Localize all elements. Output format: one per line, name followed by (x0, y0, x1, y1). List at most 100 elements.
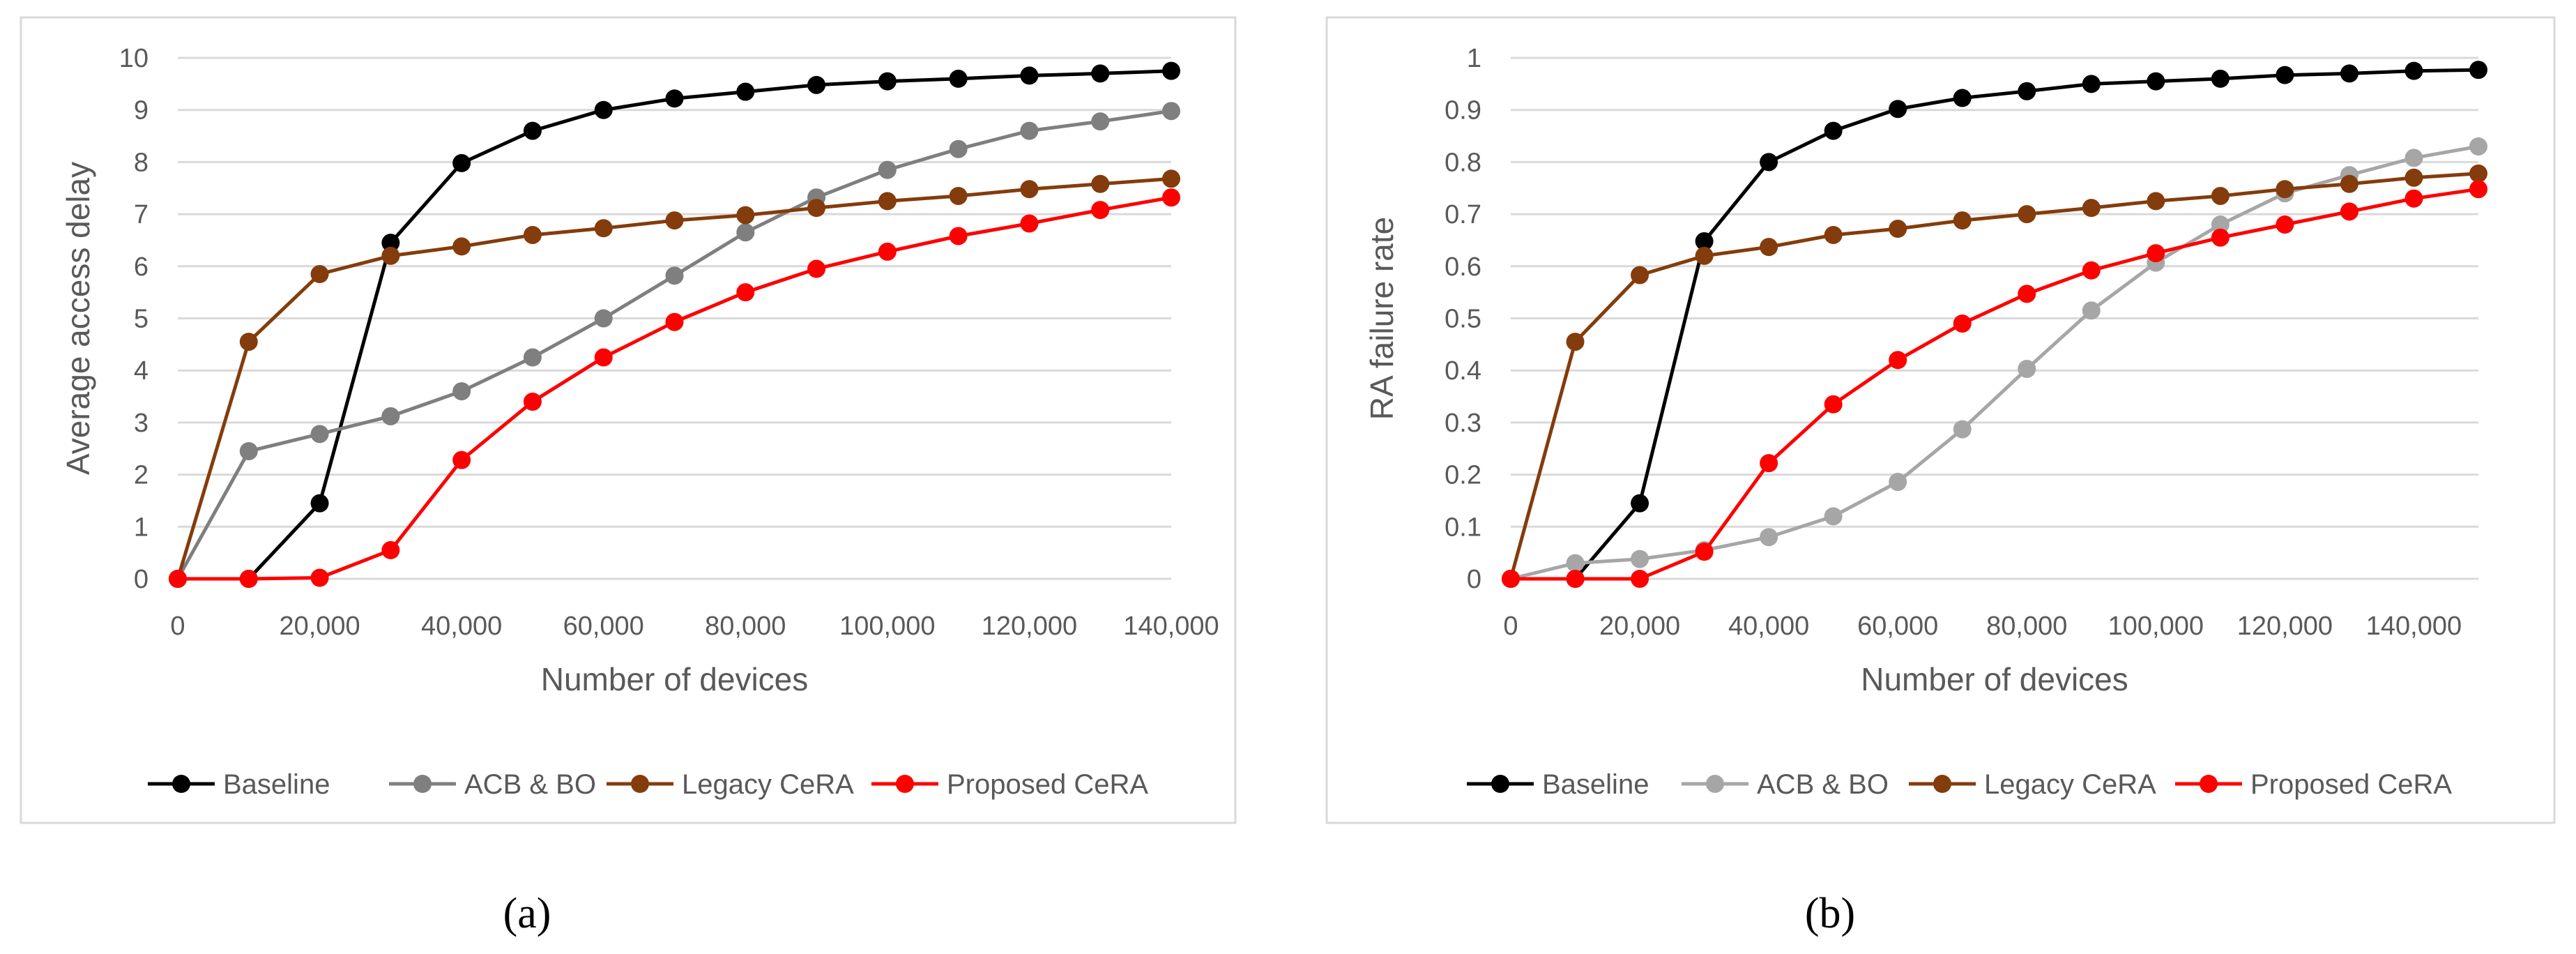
data-point (2404, 168, 2423, 187)
x-tick-label: 80,000 (705, 612, 786, 641)
x-tick-label: 60,000 (1857, 612, 1938, 641)
x-axis-title: Number of devices (1861, 661, 2128, 697)
data-point (1020, 214, 1039, 233)
y-tick-label: 0.6 (1445, 252, 1481, 282)
y-tick-label: 3 (134, 409, 148, 438)
legend-label: ACB & BO (464, 769, 596, 800)
x-tick-label: 80,000 (1986, 612, 2067, 641)
data-point (2404, 189, 2423, 208)
panel-label: (a) (503, 890, 551, 937)
data-point (381, 407, 400, 425)
data-point (523, 225, 542, 244)
data-point (310, 494, 329, 513)
data-point (2276, 180, 2294, 199)
data-point (594, 219, 613, 238)
data-point (1760, 153, 1778, 172)
data-point (2404, 149, 2423, 167)
x-tick-label: 120,000 (982, 612, 1077, 641)
data-point (1889, 473, 1907, 492)
y-tick-label: 2 (134, 461, 148, 490)
data-point (523, 393, 542, 411)
data-point (1695, 543, 1714, 561)
series-line-2 (1509, 172, 2479, 580)
y-tick-label: 8 (134, 148, 148, 177)
data-point (1760, 238, 1778, 257)
data-point (2082, 261, 2101, 280)
data-point (2211, 215, 2230, 234)
data-point (2469, 61, 2487, 80)
y-tick-label: 0.5 (1445, 305, 1481, 334)
legend-label: Baseline (223, 769, 330, 800)
data-point (2147, 244, 2165, 263)
data-point (736, 283, 755, 302)
data-point (1953, 420, 1972, 439)
data-point (807, 199, 826, 218)
panel-a: 0 1 2 3 4 5 6 7 8 9 10 0 20,000 40,000 60,000 80,000 100… (20, 16, 1237, 937)
series-line-0 (1511, 68, 2479, 581)
data-point (2211, 69, 2230, 88)
data-point (1631, 550, 1649, 568)
legend-label: Proposed CeRA (2250, 769, 2452, 800)
data-point (2147, 72, 2165, 91)
data-point (878, 160, 897, 179)
data-point (2404, 61, 2423, 80)
data-point (1091, 174, 1110, 193)
data-point (736, 206, 755, 225)
data-point (949, 69, 968, 88)
data-point (2276, 66, 2294, 84)
data-point (1020, 66, 1039, 85)
x-tick-label: 20,000 (279, 612, 360, 641)
y-tick-label: 0.4 (1445, 356, 1481, 386)
data-point (2211, 228, 2230, 247)
data-point (2340, 64, 2358, 83)
data-point (523, 121, 542, 140)
data-point (381, 540, 400, 559)
data-point (1020, 121, 1039, 140)
legend-label: Proposed CeRA (947, 769, 1148, 800)
y-axis-title: Average access delay (60, 162, 96, 475)
data-point (310, 265, 329, 284)
data-point (1631, 494, 1649, 513)
data-point (1162, 102, 1180, 121)
legend-marker (172, 775, 190, 793)
x-tick-label: 100,000 (839, 612, 935, 641)
y-tick-label: 1 (134, 513, 148, 542)
data-point (2211, 186, 2230, 205)
x-tick-label: 140,000 (1123, 612, 1219, 641)
y-tick-label: 0.3 (1445, 409, 1481, 438)
data-point (1953, 211, 1972, 230)
data-point (807, 75, 826, 94)
x-axis-title: Number of devices (541, 661, 809, 697)
x-tick-label: 120,000 (2237, 612, 2333, 641)
data-point (1566, 570, 1585, 588)
y-tick-label: 4 (134, 356, 148, 386)
data-point (736, 82, 755, 101)
y-tick-label: 0.7 (1445, 200, 1481, 229)
y-tick-label: 0.2 (1445, 461, 1481, 490)
chart-frame (20, 16, 1237, 824)
data-point (1502, 570, 1520, 588)
data-point (2340, 202, 2358, 221)
y-tick-label: 0.9 (1445, 96, 1481, 126)
x-tick-label: 100,000 (2108, 612, 2204, 641)
series-line-3 (1511, 187, 2479, 581)
data-point (1162, 188, 1180, 207)
data-point (523, 348, 542, 367)
data-point (949, 139, 968, 158)
y-tick-label: 0.1 (1445, 513, 1481, 542)
data-point (239, 570, 258, 588)
y-tick-label: 1 (1467, 44, 1481, 73)
data-point (1020, 180, 1039, 199)
legend-marker (896, 775, 914, 793)
x-tick-label: 140,000 (2366, 612, 2462, 641)
y-tick-label: 9 (134, 96, 148, 126)
data-point (1824, 507, 1843, 526)
data-point (381, 246, 400, 265)
data-point (1091, 201, 1110, 220)
data-point (310, 568, 329, 587)
legend-marker (1706, 775, 1724, 793)
y-axis-title: RA failure rate (1364, 217, 1400, 420)
y-tick-label: 5 (134, 305, 148, 334)
legend-marker (413, 775, 432, 793)
